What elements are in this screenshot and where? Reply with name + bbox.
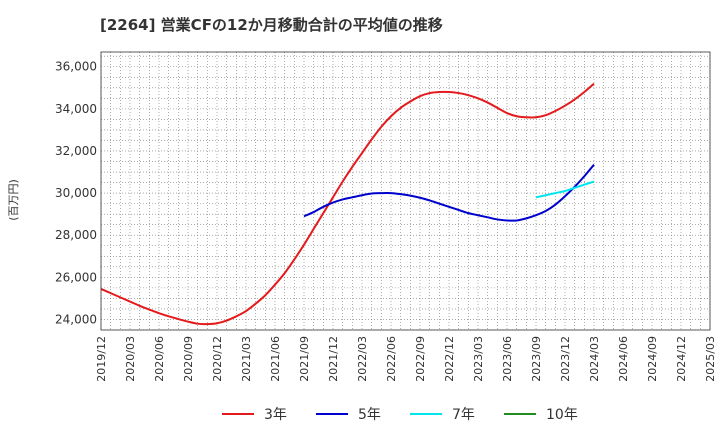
x-tick-label: 2023/12	[559, 336, 572, 382]
y-tick-label: 32,000	[55, 144, 97, 158]
x-tick-label: 2020/12	[211, 336, 224, 382]
x-tick-label: 2022/12	[443, 336, 456, 382]
x-tick-label: 2019/12	[95, 336, 108, 382]
x-tick-label: 2023/09	[530, 336, 543, 382]
y-tick-label: 30,000	[55, 186, 97, 200]
x-tick-label: 2021/03	[240, 336, 253, 382]
x-tick-label: 2022/03	[356, 336, 369, 382]
legend: 3年 5年 7年 10年	[222, 407, 578, 423]
x-tick-label: 2021/09	[298, 336, 311, 382]
x-tick-label: 2022/06	[385, 336, 398, 382]
x-tick-label: 2022/09	[414, 336, 427, 382]
x-tick-label: 2024/06	[617, 336, 630, 382]
x-tick-label: 2020/03	[124, 336, 137, 382]
chart-title: [2264] 営業CFの12か月移動合計の平均値の推移	[100, 16, 443, 34]
x-tick-label: 2023/06	[501, 336, 514, 382]
x-tick-label: 2020/06	[153, 336, 166, 382]
x-tick-labels: 2019/12 2020/03 2020/06 2020/09 2020/12 2021/…	[95, 336, 717, 382]
legend-label: 5年	[358, 407, 381, 423]
y-axis-label: (百万円)	[7, 179, 20, 221]
y-tick-label: 28,000	[55, 228, 97, 242]
y-tick-label: 36,000	[55, 60, 97, 74]
x-tick-label: 2024/09	[646, 336, 659, 382]
legend-label: 7年	[452, 407, 475, 423]
legend-label: 10年	[546, 407, 578, 423]
series-line-7年	[535, 180, 595, 199]
x-tick-label: 2024/03	[588, 336, 601, 382]
x-tick-label: 2023/03	[472, 336, 485, 382]
x-tick-label: 2020/09	[182, 336, 195, 382]
x-tick-label: 2021/12	[327, 336, 340, 382]
legend-label: 3年	[264, 407, 287, 423]
plot-border	[100, 51, 711, 331]
series-line-3年	[100, 82, 595, 326]
y-tick-label: 34,000	[55, 102, 97, 116]
y-tick-labels: 24,000 26,000 28,000 30,000 32,000 34,000 36,0…	[55, 60, 97, 327]
series-line-5年	[303, 164, 595, 222]
series-lines	[100, 82, 595, 326]
x-tick-label: 2025/03	[704, 336, 717, 382]
y-tick-label: 26,000	[55, 270, 97, 284]
plot-area	[101, 52, 710, 330]
x-tick-label: 2021/06	[269, 336, 282, 382]
plot-frame	[100, 51, 711, 331]
x-tick-label: 2024/12	[675, 336, 688, 382]
plot-background	[101, 52, 710, 330]
y-tick-label: 24,000	[55, 312, 97, 326]
